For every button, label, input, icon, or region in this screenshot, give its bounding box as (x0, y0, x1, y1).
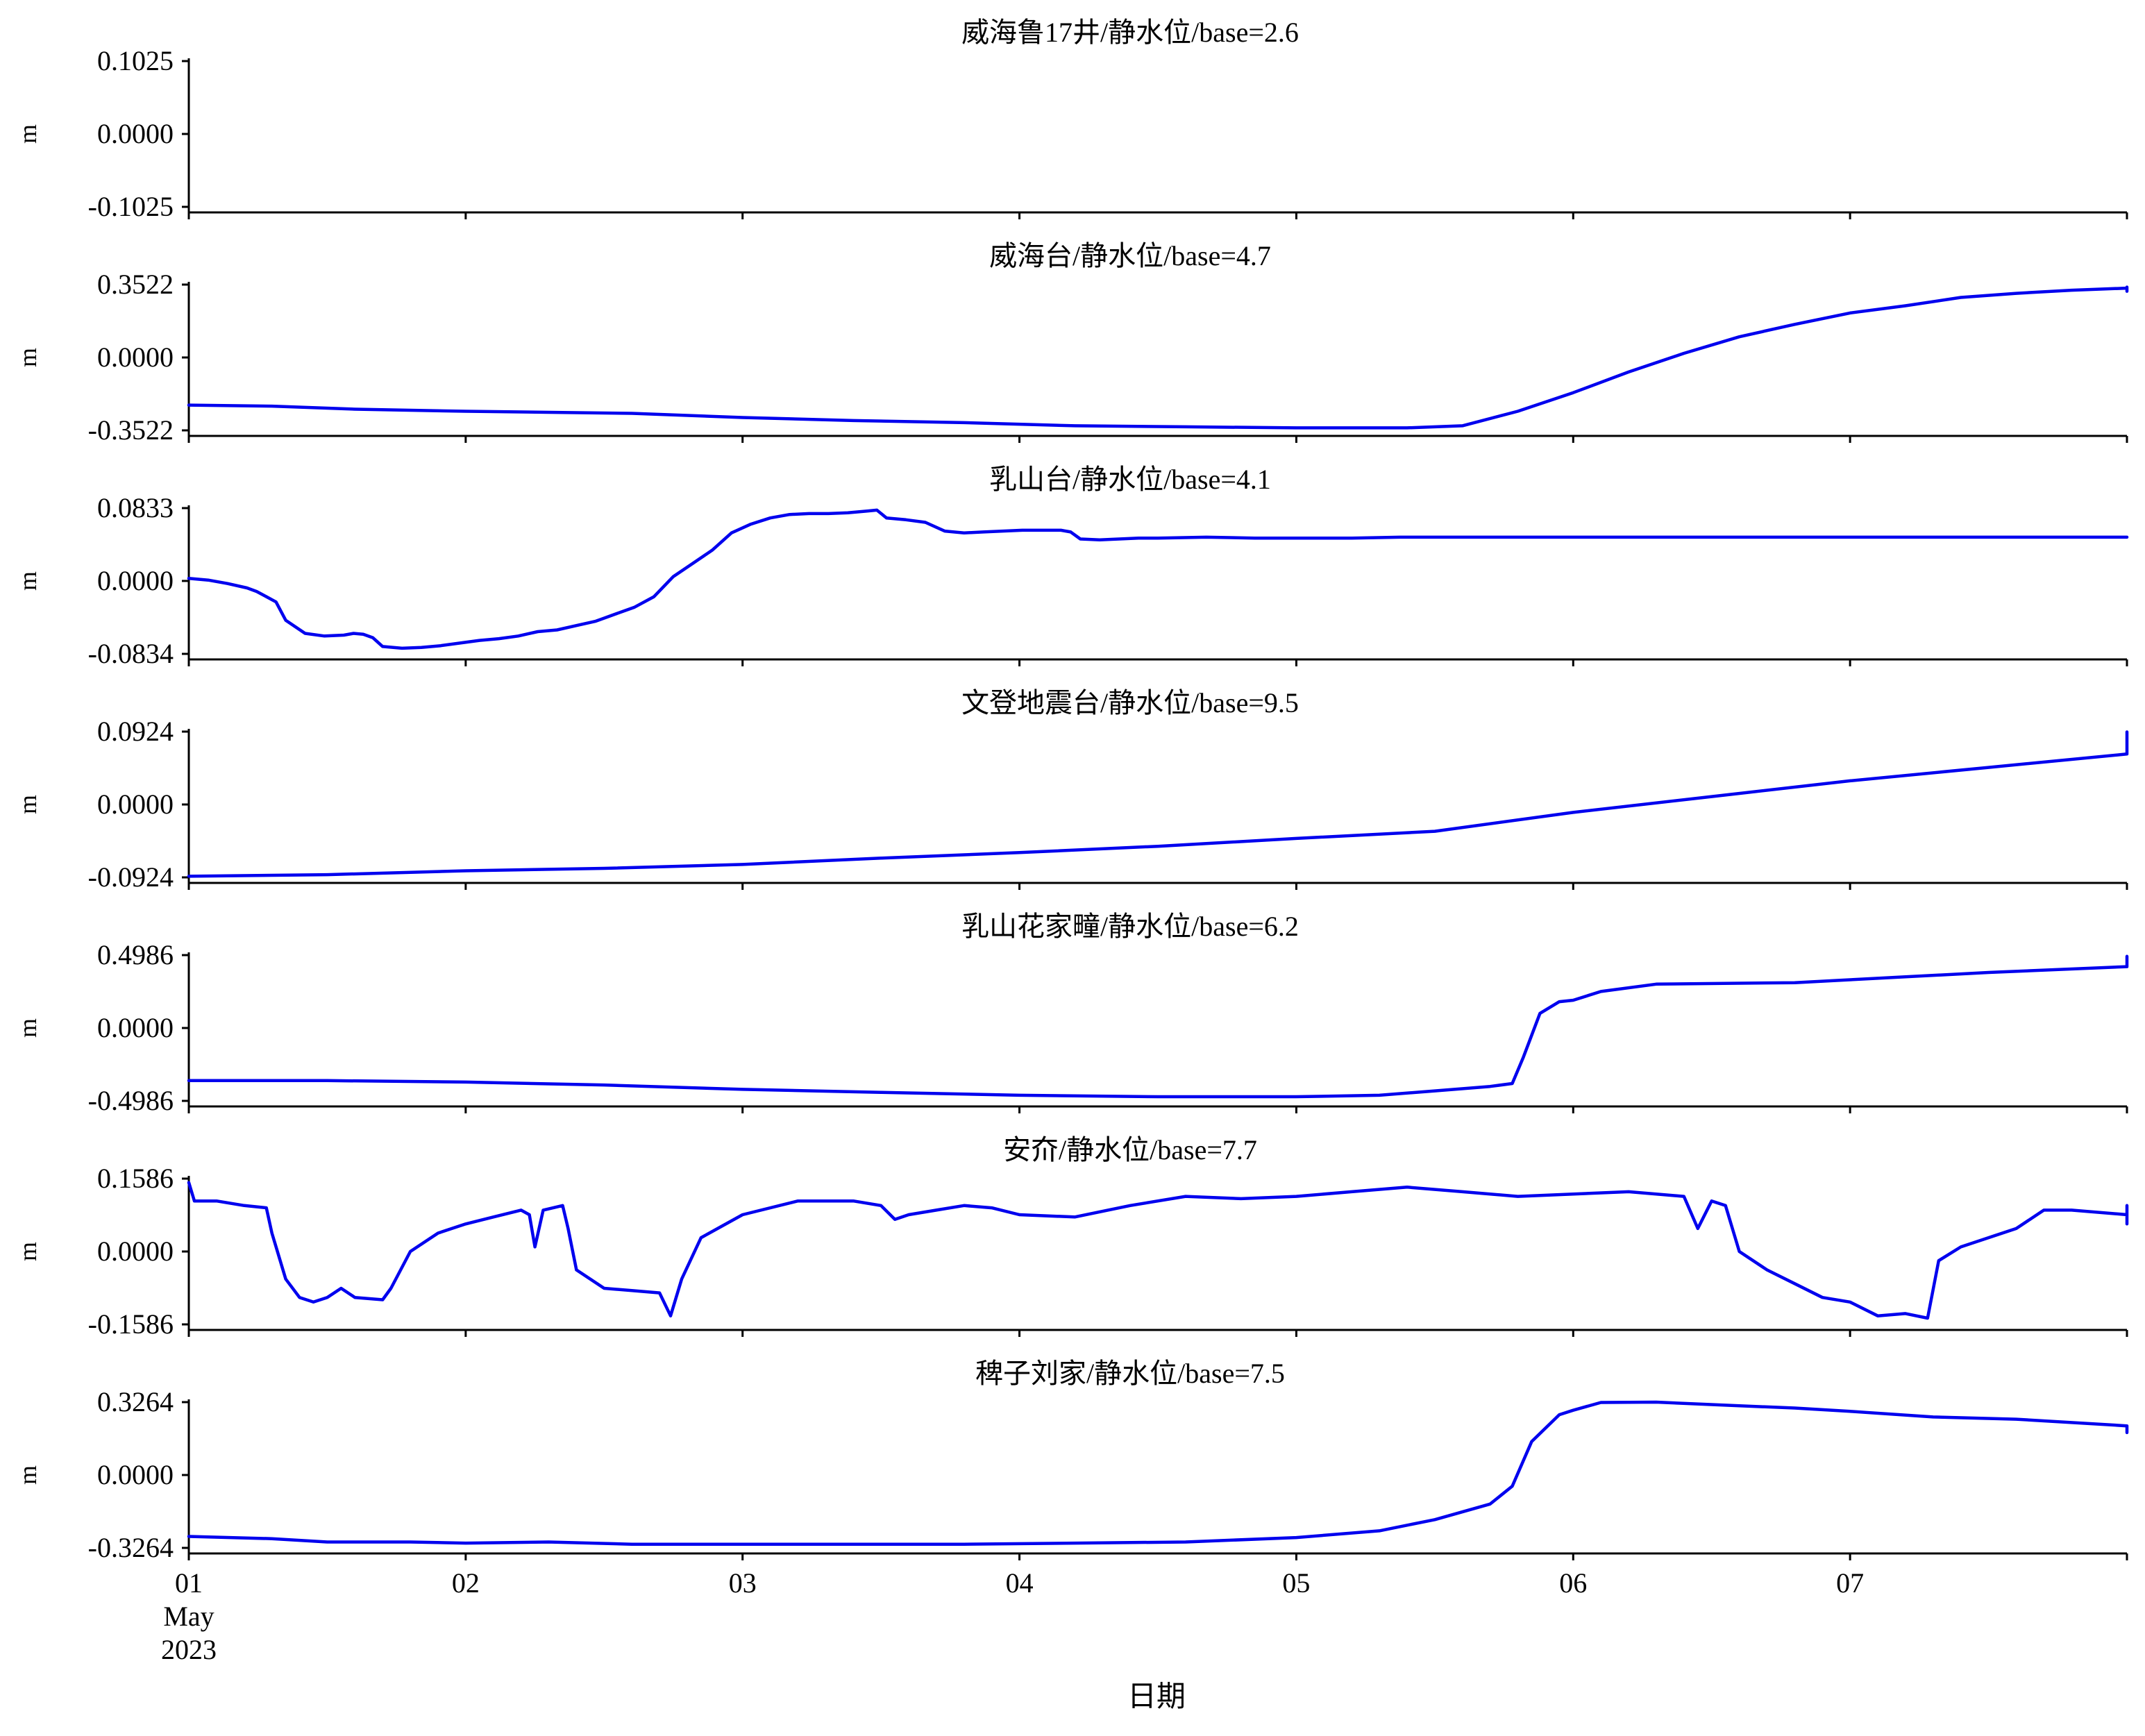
panel-5: 乳山花家疃/静水位/base=6.2 0.4986 0.0000 -0.4986 m (14, 911, 2129, 1116)
panel-title: 乳山花家疃/静水位/base=6.2 (961, 911, 1299, 942)
x-tick-label: 02 (452, 1567, 480, 1599)
panels: 威海鲁17井/静水位/base=2.60.10250.0000-0.1025m威… (14, 17, 2129, 1563)
y-tick-label: 0.1025 (97, 45, 174, 76)
y-axis-unit-label: m (14, 795, 42, 814)
panel-title: 威海台/静水位/base=4.7 (989, 240, 1271, 271)
y-tick-label: 0.3522 (97, 269, 174, 300)
y-tick-label: 0.0833 (97, 492, 174, 523)
panel-3: 乳山台/静水位/base=4.1 0.0833 0.0000 -0.0834 m (14, 464, 2129, 669)
series-line (187, 285, 2129, 430)
y-axis-unit-label: m (14, 348, 42, 367)
panel-title: 文登地震台/静水位/base=9.5 (961, 687, 1299, 718)
y-tick-label: 0.3264 (97, 1386, 174, 1417)
y-tick-label: 0.4986 (97, 939, 174, 970)
x-axis-title: 日期 (1127, 1681, 1186, 1713)
y-tick-label: 0.1586 (97, 1163, 174, 1194)
series-line (187, 730, 2129, 878)
y-axis-unit-label: m (14, 1018, 42, 1038)
y-tick-label: 0.0000 (97, 789, 174, 820)
y-tick-label: 0.0924 (97, 716, 174, 747)
y-tick-label: 0.0000 (97, 118, 174, 149)
x-tick-label: 01 (175, 1567, 203, 1599)
x-year-label: 2023 (161, 1634, 217, 1665)
y-axis-unit-label: m (14, 1465, 42, 1485)
y-tick-label: -0.3522 (88, 414, 174, 446)
panel-1: 威海鲁17井/静水位/base=2.6 0.1025 0.0000 -0.1025 m (14, 17, 2128, 222)
panel-title: 安夼/静水位/base=7.7 (1003, 1134, 1257, 1165)
series-line (187, 954, 2129, 1099)
y-tick-label: -0.1025 (88, 191, 174, 222)
y-axis-unit-label: m (14, 571, 42, 591)
x-tick-label: 06 (1559, 1567, 1587, 1599)
y-tick-label: -0.4986 (88, 1085, 174, 1116)
x-tick-label: 05 (1282, 1567, 1310, 1599)
panel-4: 文登地震台/静水位/base=9.5 0.0924 0.0000 -0.0924 m (14, 687, 2129, 893)
panel-title: 威海鲁17井/静水位/base=2.6 (961, 17, 1299, 48)
y-tick-label: 0.0000 (97, 342, 174, 373)
y-tick-label: -0.3264 (88, 1532, 174, 1563)
series-line (187, 1400, 2129, 1546)
x-tick-label: 03 (729, 1567, 757, 1599)
panel-2: 威海台/静水位/base=4.7 0.3522 0.0000 -0.3522 m (14, 240, 2129, 446)
panel-7: 稗子刘家/静水位/base=7.5 0.3264 0.0000 -0.3264 m (14, 1358, 2129, 1563)
x-tick-label: 04 (1006, 1567, 1034, 1599)
y-tick-label: -0.1586 (88, 1308, 174, 1340)
panel-6: 安夼/静水位/base=7.7 0.1586 0.0000 -0.1586 m (14, 1134, 2129, 1340)
y-tick-label: -0.0834 (88, 638, 174, 669)
y-tick-label: 0.0000 (97, 1459, 174, 1490)
x-month-label: May (163, 1601, 214, 1632)
panel-title: 稗子刘家/静水位/base=7.5 (975, 1358, 1285, 1389)
series-line (187, 508, 2129, 650)
y-tick-label: -0.0924 (88, 861, 174, 893)
series-line (187, 1181, 2129, 1320)
x-tick-label: 07 (1836, 1567, 1864, 1599)
panel-title: 乳山台/静水位/base=4.1 (989, 464, 1271, 495)
y-axis-unit-label: m (14, 1242, 42, 1261)
y-tick-label: 0.0000 (97, 1012, 174, 1043)
y-axis-unit-label: m (14, 124, 42, 144)
y-tick-label: 0.0000 (97, 565, 174, 596)
y-tick-label: 0.0000 (97, 1236, 174, 1267)
